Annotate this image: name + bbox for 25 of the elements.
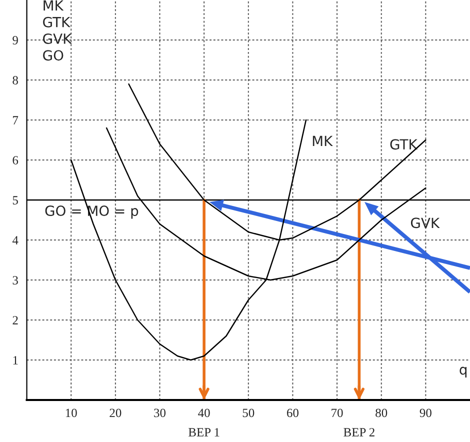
y-tick-label: 1 xyxy=(13,356,18,364)
x-tick-label: 30 xyxy=(154,408,166,418)
y-tick-label: 2 xyxy=(12,316,18,324)
series-label: MK xyxy=(312,136,333,146)
y-tick-label: 5 xyxy=(12,196,18,204)
x-tick-label: 50 xyxy=(242,408,254,418)
x-tick-label: 40 xyxy=(198,408,210,418)
x-tick-label: 90 xyxy=(420,408,432,418)
y-tick-label: 6 xyxy=(12,156,18,164)
series-label: GVK xyxy=(410,218,440,228)
x-tick-label: 70 xyxy=(332,408,343,418)
y-axis-title: MK GTK GVK GO xyxy=(43,0,72,61)
y-tick-label: 9 xyxy=(12,36,18,44)
x-tick-label: 60 xyxy=(287,408,298,418)
ref-line-label: BEP 1 xyxy=(188,428,220,436)
y-tick-label: 7 xyxy=(13,116,18,124)
y-tick-label: 3 xyxy=(12,276,18,284)
x-tick-label: 10 xyxy=(66,408,77,418)
y-tick-label: 8 xyxy=(12,76,18,84)
y-tick-label: 4 xyxy=(12,236,18,244)
ref-line-label: BEP 2 xyxy=(344,428,374,436)
x-tick-label: 20 xyxy=(110,408,122,418)
series-label: GTK xyxy=(390,139,418,150)
x-tick-label: 80 xyxy=(376,408,388,418)
x-axis-title: q xyxy=(460,366,466,378)
